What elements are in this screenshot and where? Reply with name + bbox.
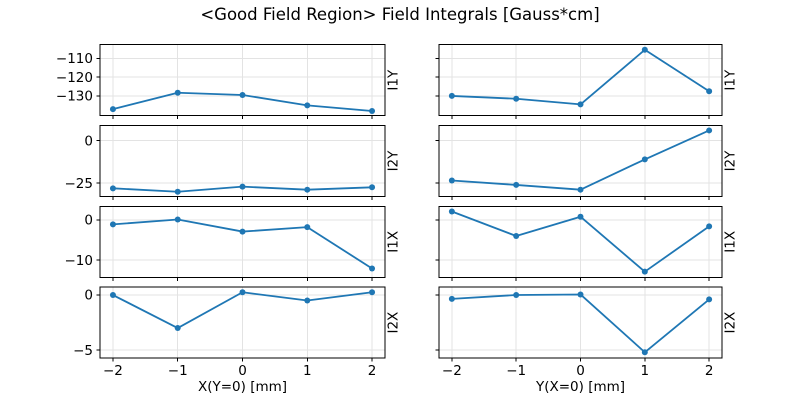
figure-title: <Good Field Region> Field Integrals [Gau…	[200, 5, 600, 24]
data-point	[109, 221, 116, 228]
data-point	[706, 223, 713, 230]
subplot-i2y-right: I2Y	[435, 125, 739, 200]
y-tick-label: −130	[56, 89, 93, 105]
data-point	[577, 291, 584, 298]
data-point	[304, 186, 311, 193]
data-point	[448, 208, 455, 215]
data-point	[304, 224, 311, 231]
subplot-i1y-right: I1Y	[435, 44, 739, 120]
y-tick-label: 0	[84, 288, 93, 304]
data-point	[641, 268, 648, 275]
data-point	[706, 127, 713, 134]
gridlines	[100, 206, 385, 278]
data-point	[369, 107, 376, 114]
data-point	[641, 349, 648, 356]
y-tick-label: −25	[65, 176, 94, 192]
data-point	[369, 265, 376, 272]
subplot-i1x-left: 0 −10 I1X	[65, 205, 402, 281]
subplot-i1x-right: I1X	[435, 205, 739, 281]
x-tick-label: −2	[103, 363, 123, 379]
data-point	[109, 185, 116, 192]
tick-marks	[435, 140, 710, 200]
data-point	[239, 91, 246, 98]
x-tick-label: 2	[368, 363, 377, 379]
y-tick-label: −5	[73, 343, 93, 359]
tick-marks	[435, 57, 710, 120]
data-point	[448, 295, 455, 302]
data-point	[577, 101, 584, 108]
subplot-i1y-left: −110 −120 −130 I1Y	[56, 44, 402, 120]
tick-marks	[96, 140, 373, 200]
data-point	[174, 325, 181, 332]
tick-marks	[96, 57, 373, 120]
subplot-i2x-right: −2 −1 0 1 2 I2X	[435, 286, 739, 379]
row-label-i1x-left: I1X	[386, 231, 402, 253]
data-point	[448, 92, 455, 99]
data-point	[109, 292, 116, 299]
tick-marks	[435, 219, 710, 281]
row-label-i2x-left: I2X	[386, 312, 402, 334]
data-point	[513, 95, 520, 102]
data-point	[641, 46, 648, 53]
data-point	[513, 292, 520, 299]
x-tick-label: 0	[238, 363, 247, 379]
x-tick-label: −2	[442, 363, 462, 379]
data-point	[577, 213, 584, 220]
data-point	[513, 232, 520, 239]
data-point	[239, 289, 246, 296]
x-tick-label: 1	[641, 363, 650, 379]
y-tick-label: 0	[84, 133, 93, 149]
row-label-i2y-left: I2Y	[386, 150, 402, 172]
gridlines	[439, 206, 722, 278]
x-tick-label: −1	[168, 363, 188, 379]
data-point	[174, 216, 181, 223]
data-point	[448, 177, 455, 184]
x-tick-label: 0	[576, 363, 585, 379]
x-tick-label: 2	[705, 363, 714, 379]
data-point	[174, 188, 181, 195]
row-label-i2y-right: I2Y	[723, 150, 739, 172]
data-point	[369, 289, 376, 296]
data-point	[304, 297, 311, 304]
data-point	[641, 156, 648, 163]
data-point	[706, 88, 713, 95]
row-label-i1x-right: I1X	[723, 231, 739, 253]
subplot-i2y-left: 0 −25 I2Y	[65, 125, 402, 200]
x-tick-label: 1	[303, 363, 312, 379]
y-tick-label: −120	[56, 70, 93, 86]
x-axis-label-right: Y(X=0) [mm]	[535, 379, 626, 395]
y-tick-label: 0	[84, 213, 93, 229]
data-point	[706, 296, 713, 303]
tick-marks	[435, 294, 710, 362]
x-tick-label: −1	[506, 363, 526, 379]
row-label-i2x-right: I2X	[723, 312, 739, 334]
data-point	[174, 89, 181, 96]
tick-marks	[96, 294, 373, 362]
data-point	[304, 102, 311, 109]
data-point	[369, 184, 376, 191]
data-point	[513, 181, 520, 188]
y-tick-label: −110	[56, 51, 93, 67]
data-point	[239, 183, 246, 190]
data-point	[577, 186, 584, 193]
y-tick-label: −10	[65, 253, 94, 269]
tick-marks	[96, 219, 373, 281]
row-label-i1y-right: I1Y	[723, 69, 739, 91]
subplot-i2x-left: 0 −5 −2 −1 0 1 2 I2X	[73, 286, 402, 379]
data-point	[109, 106, 116, 113]
x-axis-label-left: X(Y=0) [mm]	[197, 379, 288, 395]
row-label-i1y-left: I1Y	[386, 69, 402, 91]
data-point	[239, 228, 246, 235]
